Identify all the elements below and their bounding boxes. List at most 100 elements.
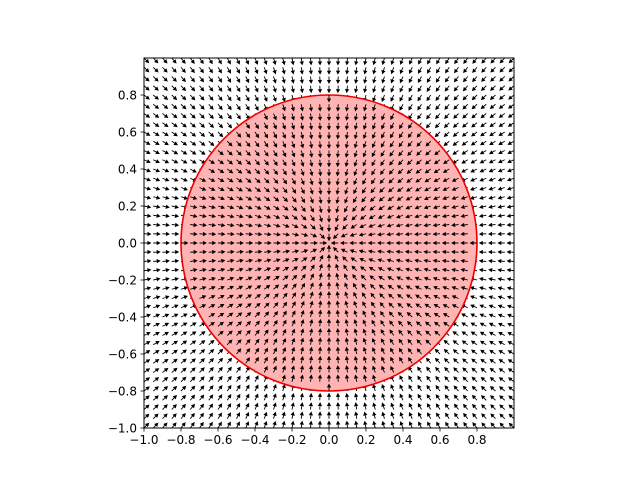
vector-arrow [300, 150, 305, 158]
vector-arrow [226, 113, 232, 120]
vector-arrow [506, 277, 515, 282]
vector-arrow [378, 205, 385, 211]
vector-arrow [379, 302, 385, 309]
vector-arrow [180, 159, 188, 164]
vector-arrow [452, 349, 459, 355]
vector-arrow [317, 159, 323, 168]
vector-arrow [299, 57, 304, 66]
vector-arrow [378, 196, 385, 202]
vector-arrow [272, 122, 277, 130]
vector-arrow [291, 187, 297, 194]
vector-arrow [217, 412, 222, 419]
vector-arrow [227, 214, 235, 219]
vector-arrow [498, 359, 506, 364]
vector-arrow [362, 159, 367, 167]
vector-arrow [395, 240, 403, 246]
vector-arrow [263, 420, 268, 429]
vector-arrow [153, 204, 161, 209]
vector-arrow [272, 402, 277, 410]
vector-arrow [489, 94, 496, 100]
vector-arrow [433, 168, 441, 174]
y-tick-label: −0.4 [108, 310, 137, 324]
vector-arrow [326, 300, 332, 308]
vector-arrow [354, 76, 359, 84]
vector-arrow [345, 57, 350, 66]
vector-arrow [444, 376, 450, 383]
vector-arrow [507, 350, 515, 355]
vector-arrow [353, 374, 359, 382]
vector-arrow [282, 240, 291, 246]
vector-arrow [226, 366, 232, 373]
vector-arrow [152, 368, 160, 373]
vector-arrow [190, 231, 198, 237]
vector-arrow [309, 318, 314, 327]
vector-arrow [335, 300, 340, 308]
vector-arrow [291, 141, 296, 149]
vector-arrow [208, 267, 217, 273]
vector-arrow [372, 94, 377, 103]
vector-arrow [254, 232, 263, 237]
vector-arrow [478, 249, 487, 255]
vector-arrow [389, 347, 395, 355]
vector-arrow [254, 375, 259, 382]
vector-arrow [282, 292, 288, 299]
vector-arrow [273, 177, 279, 184]
vector-arrow [171, 140, 179, 146]
vector-arrow [488, 204, 496, 209]
vector-arrow [424, 294, 431, 299]
vector-arrow [489, 376, 496, 383]
vector-arrow [398, 338, 404, 346]
vector-arrow [180, 103, 187, 110]
vector-arrow [488, 159, 496, 164]
vector-arrow [236, 240, 244, 246]
vector-arrow [499, 386, 506, 392]
vector-arrow [254, 76, 259, 84]
vector-arrow [380, 141, 385, 148]
vector-arrow [453, 76, 459, 83]
vector-arrow [360, 214, 367, 220]
vector-arrow [462, 103, 469, 110]
vector-arrow [300, 178, 305, 186]
vector-arrow [227, 205, 235, 210]
vector-arrow [326, 328, 332, 336]
vector-arrow [427, 67, 432, 74]
vector-arrow [171, 240, 180, 246]
vector-arrow [432, 205, 441, 210]
vector-arrow [208, 339, 215, 346]
vector-arrow [254, 85, 259, 93]
vector-arrow [318, 272, 323, 281]
vector-arrow [340, 240, 348, 246]
vector-arrow [319, 224, 324, 232]
vector-arrow [189, 113, 196, 119]
vector-arrow [506, 259, 515, 264]
vector-arrow [318, 187, 323, 195]
vector-arrow [273, 311, 278, 318]
vector-arrow [451, 240, 459, 246]
vector-arrow [398, 320, 404, 327]
vector-arrow [472, 413, 478, 420]
vector-arrow [217, 403, 223, 410]
vector-arrow [390, 122, 395, 130]
vector-arrow [507, 313, 515, 318]
vector-arrow [360, 274, 367, 281]
vector-arrow [282, 141, 287, 149]
vector-arrow [254, 311, 261, 318]
vector-arrow [408, 104, 413, 111]
vector-arrow [162, 277, 170, 282]
vector-arrow [310, 224, 316, 230]
vector-arrow [461, 168, 468, 173]
vector-arrow [291, 337, 296, 345]
vector-arrow [360, 266, 367, 272]
vector-arrow [162, 386, 169, 392]
vector-arrow [291, 131, 296, 140]
vector-arrow [326, 224, 332, 232]
vector-arrow [434, 348, 441, 355]
vector-arrow [171, 313, 179, 318]
vector-arrow [344, 131, 350, 140]
vector-arrow [506, 231, 515, 237]
vector-arrow [489, 340, 496, 346]
vector-arrow [425, 357, 432, 364]
vector-arrow [236, 104, 241, 111]
vector-arrow [352, 274, 358, 281]
vector-arrow [354, 85, 359, 94]
